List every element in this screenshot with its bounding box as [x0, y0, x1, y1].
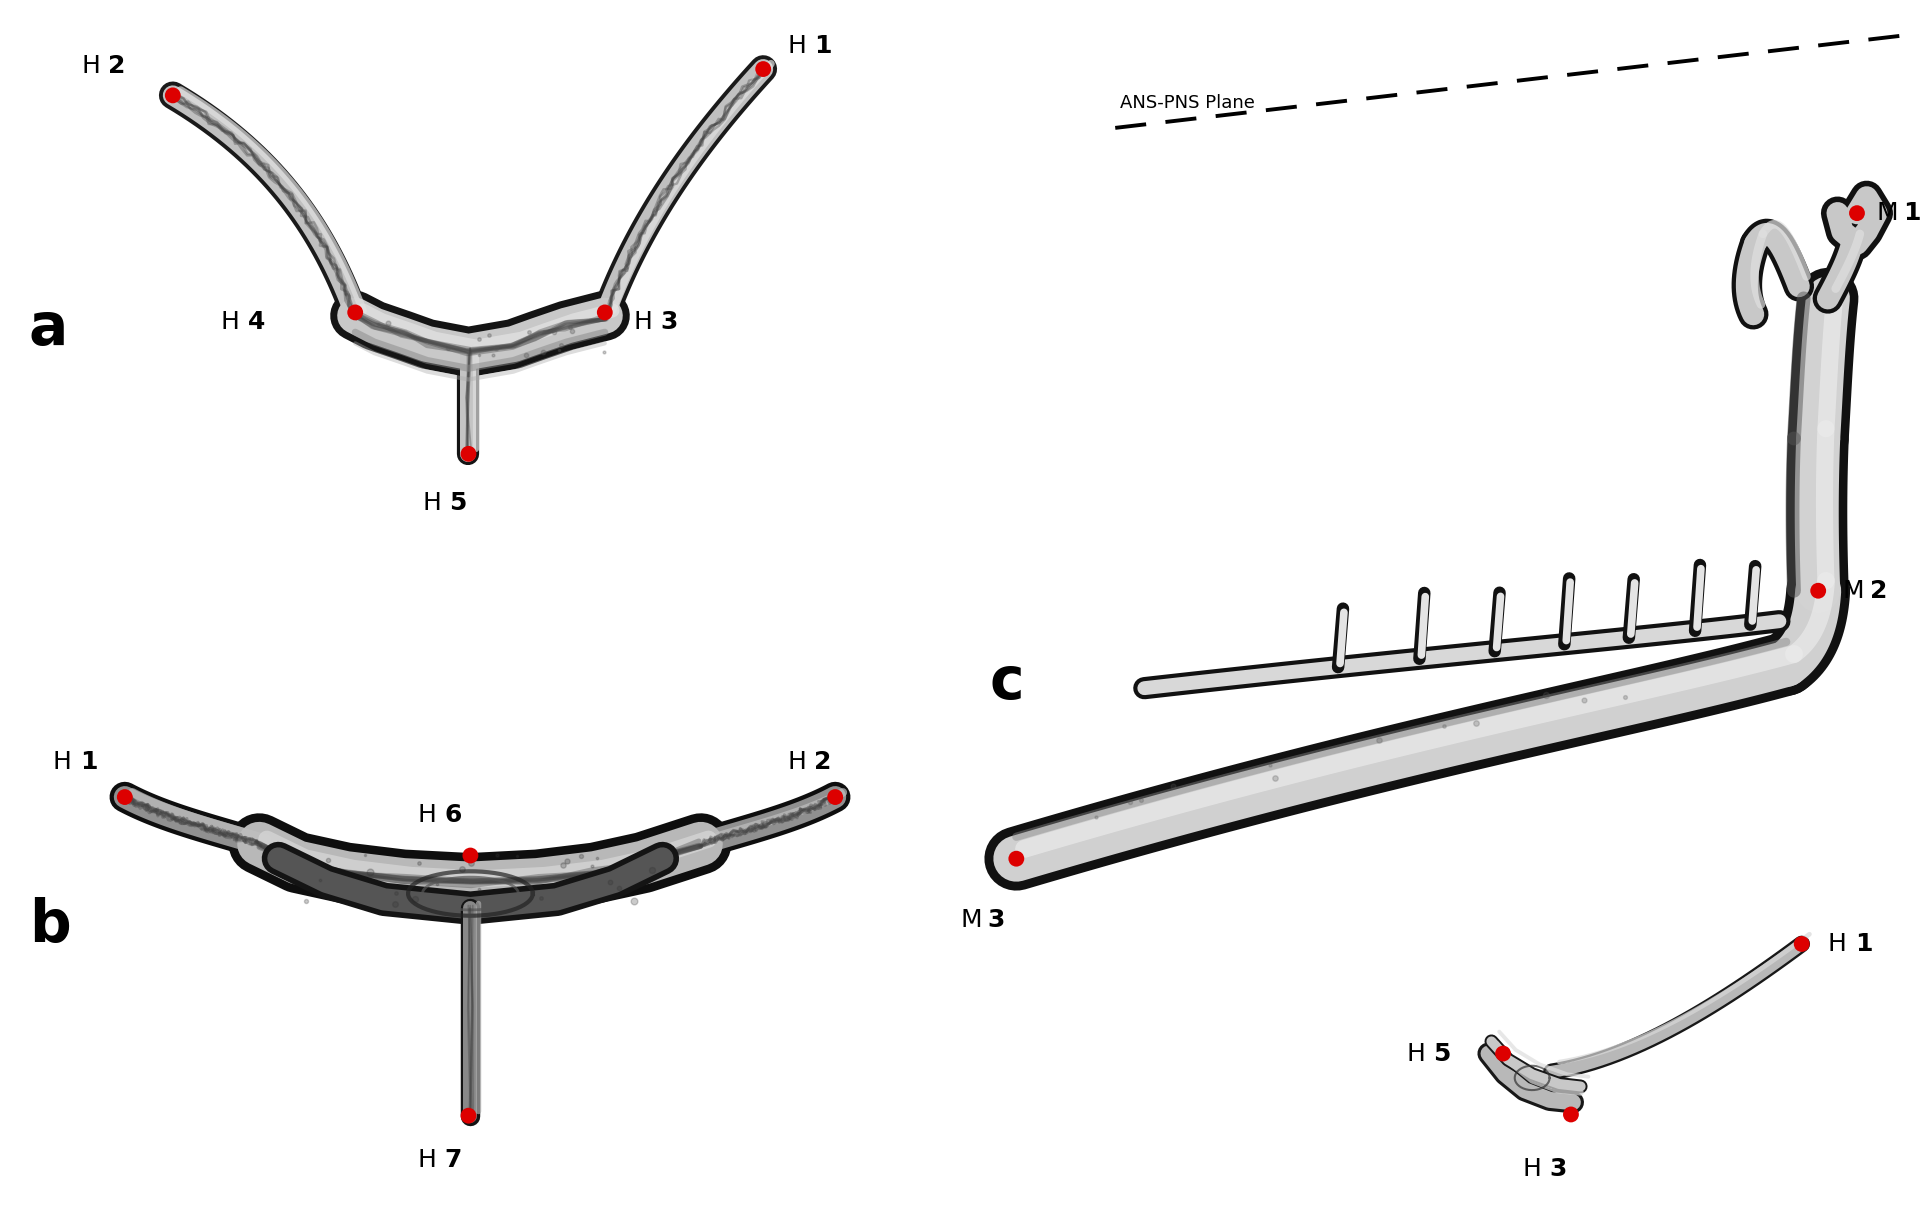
Point — [157, 85, 188, 105]
Text: M: M — [1843, 579, 1864, 603]
Text: c: c — [989, 654, 1023, 710]
Text: 2: 2 — [814, 750, 831, 773]
Text: M: M — [1876, 201, 1899, 225]
Text: 2: 2 — [1870, 579, 1887, 603]
Text: a: a — [29, 301, 69, 357]
Point — [453, 445, 484, 464]
Text: 1: 1 — [814, 34, 831, 58]
Text: 6: 6 — [445, 803, 463, 827]
Point — [1555, 1105, 1586, 1124]
Text: ANS-PNS Plane: ANS-PNS Plane — [1119, 94, 1256, 112]
Text: 2: 2 — [108, 54, 127, 78]
Text: 3: 3 — [660, 311, 678, 334]
Text: 7: 7 — [445, 1147, 463, 1172]
Text: 1: 1 — [1855, 932, 1872, 956]
Text: 1: 1 — [1903, 201, 1920, 225]
Text: H: H — [634, 311, 653, 334]
Point — [109, 787, 140, 806]
Point — [455, 845, 486, 865]
Point — [1803, 581, 1834, 600]
Text: H: H — [1523, 1157, 1542, 1181]
Text: 1: 1 — [81, 750, 98, 773]
Text: H: H — [221, 311, 240, 334]
Text: H: H — [787, 750, 806, 773]
Text: H: H — [422, 491, 442, 515]
Text: H: H — [1828, 932, 1847, 956]
Point — [1841, 203, 1872, 223]
Text: H: H — [787, 34, 806, 58]
Point — [340, 302, 371, 322]
Text: H: H — [1405, 1041, 1425, 1066]
Text: H: H — [52, 750, 71, 773]
Text: 5: 5 — [1432, 1041, 1452, 1066]
Text: H: H — [419, 803, 436, 827]
Point — [1786, 934, 1816, 954]
Text: 4: 4 — [248, 311, 265, 334]
Point — [820, 787, 851, 806]
Text: M: M — [960, 907, 981, 932]
Text: H: H — [419, 1147, 436, 1172]
Text: 3: 3 — [1549, 1157, 1567, 1181]
Point — [1000, 849, 1031, 868]
Point — [1488, 1044, 1519, 1063]
Text: 3: 3 — [987, 907, 1004, 932]
Point — [749, 60, 780, 79]
Text: H: H — [81, 54, 100, 78]
Text: b: b — [29, 898, 71, 954]
Point — [589, 302, 620, 322]
Point — [453, 1106, 484, 1125]
Text: 5: 5 — [449, 491, 467, 515]
